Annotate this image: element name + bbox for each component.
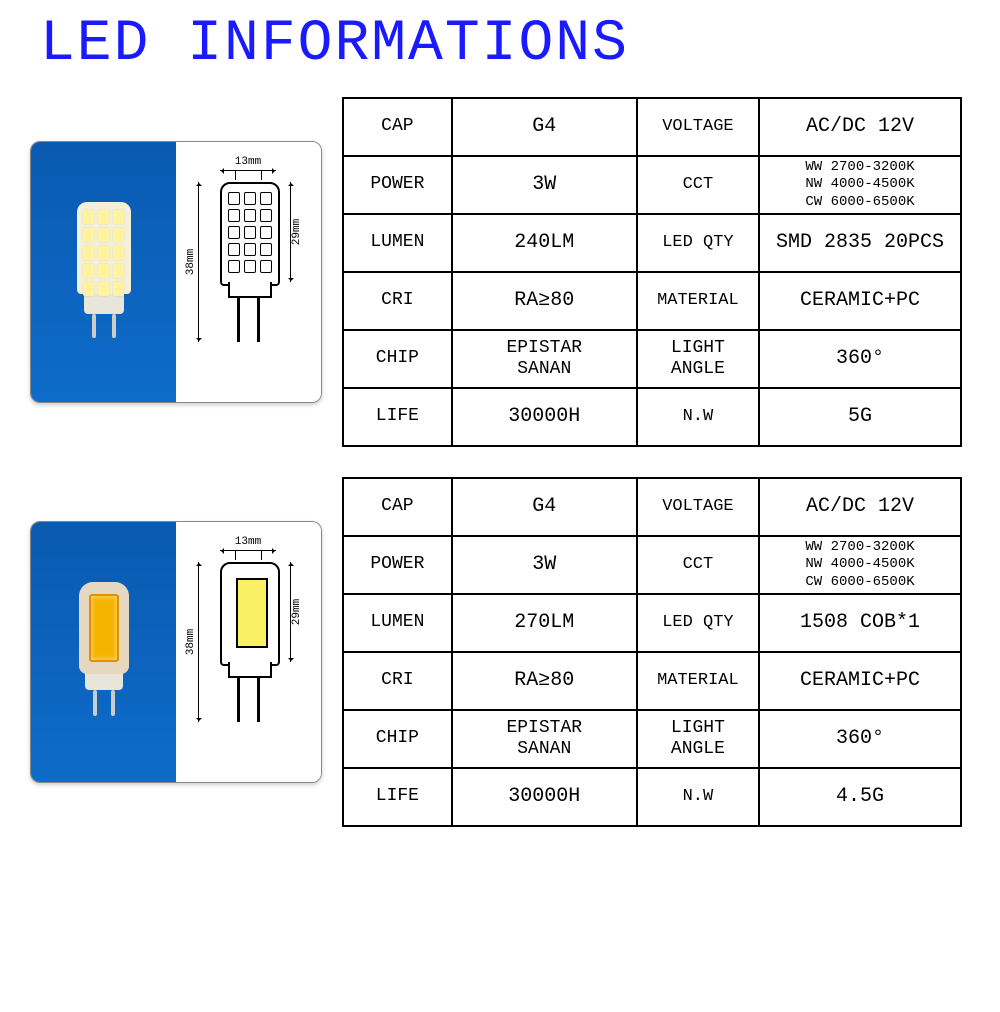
label-nw: N.W <box>637 768 759 826</box>
label-power: POWER <box>343 156 452 214</box>
label-cap: CAP <box>343 98 452 156</box>
value-chip-2: EPISTARSANAN <box>452 710 637 768</box>
label-life: LIFE <box>343 388 452 446</box>
label-cct: CCT <box>637 156 759 214</box>
value-cap-2: G4 <box>452 478 637 536</box>
value-cct-1: WW 2700-3200KNW 4000-4500KCW 6000-6500K <box>759 156 961 214</box>
label-ledqty: LED QTY <box>637 214 759 272</box>
value-lightangle-2: 360° <box>759 710 961 768</box>
value-material-1: CERAMIC+PC <box>759 272 961 330</box>
label-life: LIFE <box>343 768 452 826</box>
value-power-1: 3W <box>452 156 637 214</box>
label-cct: CCT <box>637 536 759 594</box>
value-nw-2: 4.5G <box>759 768 961 826</box>
value-cap-1: G4 <box>452 98 637 156</box>
value-cri-1: RA≥80 <box>452 272 637 330</box>
label-cap: CAP <box>343 478 452 536</box>
dim-width-2: 13mm <box>220 536 276 548</box>
label-ledqty: LED QTY <box>637 594 759 652</box>
label-chip: CHIP <box>343 330 452 388</box>
value-voltage-2: AC/DC 12V <box>759 478 961 536</box>
bulb-smd-cap <box>77 202 131 294</box>
label-cri: CRI <box>343 652 452 710</box>
product-diagram-smd: 13mm 29mm 38mm <box>176 142 321 402</box>
label-cri: CRI <box>343 272 452 330</box>
value-nw-1: 5G <box>759 388 961 446</box>
spec-table-1: CAP G4 VOLTAGE AC/DC 12V POWER 3W CCT WW… <box>342 97 962 447</box>
product-panel-1: 13mm 29mm 38mm <box>30 141 322 403</box>
value-voltage-1: AC/DC 12V <box>759 98 961 156</box>
value-life-2: 30000H <box>452 768 637 826</box>
value-cct-2: WW 2700-3200KNW 4000-4500KCW 6000-6500K <box>759 536 961 594</box>
spec-table-2: CAP G4 VOLTAGE AC/DC 12V POWER 3W CCT WW… <box>342 477 962 827</box>
label-material: MATERIAL <box>637 652 759 710</box>
label-chip: CHIP <box>343 710 452 768</box>
product-photo-cob <box>31 522 176 782</box>
label-material: MATERIAL <box>637 272 759 330</box>
label-lumen: LUMEN <box>343 594 452 652</box>
value-lumen-2: 270LM <box>452 594 637 652</box>
dim-total-height-1: 38mm <box>182 182 200 342</box>
label-lightangle: LIGHTANGLE <box>637 330 759 388</box>
product-panel-2: 13mm 29mm 38mm <box>30 521 322 783</box>
dim-total-height-2: 38mm <box>182 562 200 722</box>
dim-body-height-2: 29mm <box>287 562 307 662</box>
product-photo-smd <box>31 142 176 402</box>
spec-block-2: 13mm 29mm 38mm CAP G4 VOLTAGE AC/DC 12V … <box>0 477 1000 827</box>
value-lumen-1: 240LM <box>452 214 637 272</box>
value-life-1: 30000H <box>452 388 637 446</box>
value-material-2: CERAMIC+PC <box>759 652 961 710</box>
value-chip-1: EPISTARSANAN <box>452 330 637 388</box>
product-diagram-cob: 13mm 29mm 38mm <box>176 522 321 782</box>
value-cri-2: RA≥80 <box>452 652 637 710</box>
value-ledqty-1: SMD 2835 20PCS <box>759 214 961 272</box>
spec-block-1: 13mm 29mm 38mm CAP G4 VOLTAGE <box>0 97 1000 447</box>
bulb-smd-icon <box>74 202 134 342</box>
diagram-bulb-cob <box>220 562 280 666</box>
value-lightangle-1: 360° <box>759 330 961 388</box>
label-voltage: VOLTAGE <box>637 98 759 156</box>
dim-width-1: 13mm <box>220 156 276 168</box>
label-power: POWER <box>343 536 452 594</box>
label-nw: N.W <box>637 388 759 446</box>
value-ledqty-2: 1508 COB*1 <box>759 594 961 652</box>
label-lightangle: LIGHTANGLE <box>637 710 759 768</box>
diagram-bulb-smd <box>220 182 280 286</box>
label-lumen: LUMEN <box>343 214 452 272</box>
page-title: LED INFORMATIONS <box>40 12 1000 77</box>
dim-body-height-1: 29mm <box>287 182 307 282</box>
bulb-cob-icon <box>74 582 134 722</box>
label-voltage: VOLTAGE <box>637 478 759 536</box>
value-power-2: 3W <box>452 536 637 594</box>
